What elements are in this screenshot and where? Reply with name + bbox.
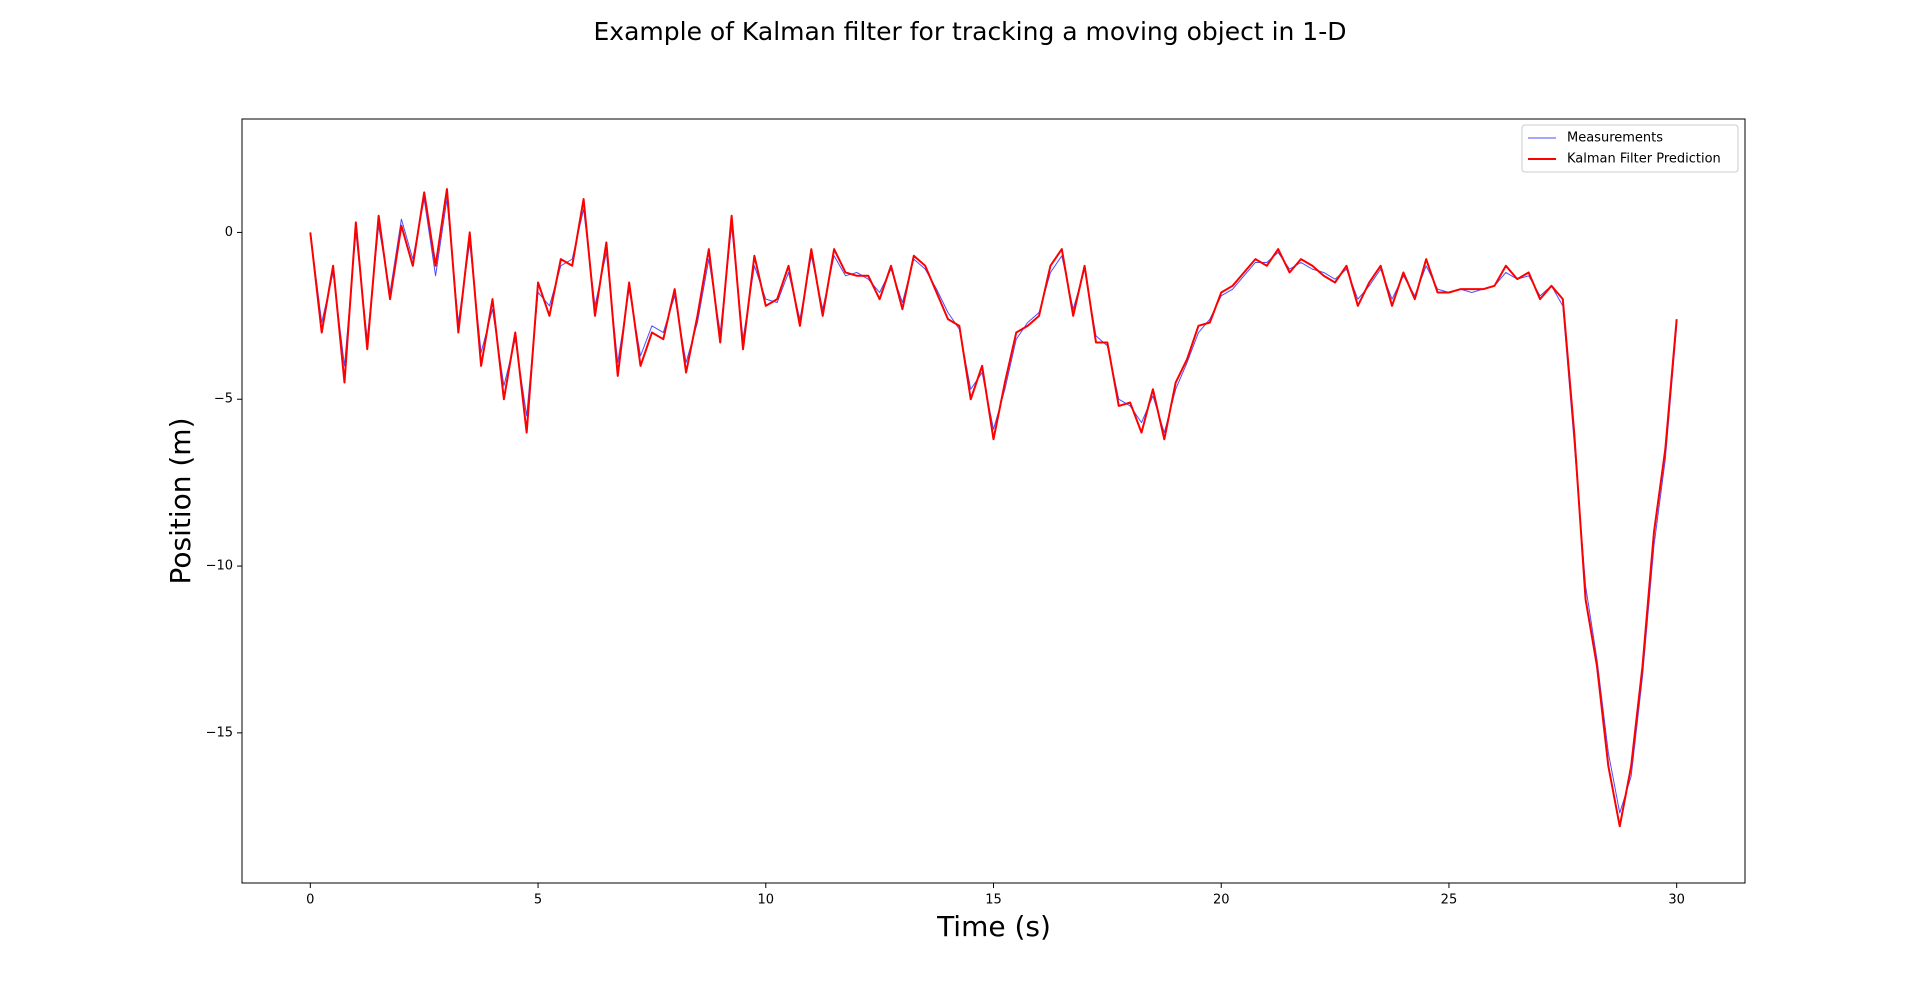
x-tick-label: 30 [1668, 893, 1685, 908]
x-tick-label: 10 [757, 893, 774, 908]
y-tick-label: 0 [225, 225, 233, 240]
x-tick-label: 20 [1213, 893, 1230, 908]
legend-label: Kalman Filter Prediction [1567, 152, 1721, 167]
y-tick-label: −5 [214, 392, 233, 407]
y-tick-label: −10 [206, 559, 233, 574]
x-tick-label: 5 [534, 893, 542, 908]
legend: Measurements Kalman Filter Prediction [1521, 124, 1739, 173]
x-tick-label: 0 [306, 893, 314, 908]
y-axis-label: Position (m) [164, 417, 197, 584]
x-tick-label: 15 [985, 893, 1002, 908]
legend-label: Measurements [1567, 131, 1663, 146]
plot-frame [241, 118, 1746, 884]
legend-box [1521, 124, 1739, 173]
y-tick-label: −15 [206, 725, 233, 740]
x-axis-label: Time (s) [936, 910, 1051, 943]
chart-title: Example of Kalman filter for tracking a … [593, 17, 1346, 46]
data-line [309, 188, 1678, 828]
x-tick-label: 25 [1441, 893, 1458, 908]
